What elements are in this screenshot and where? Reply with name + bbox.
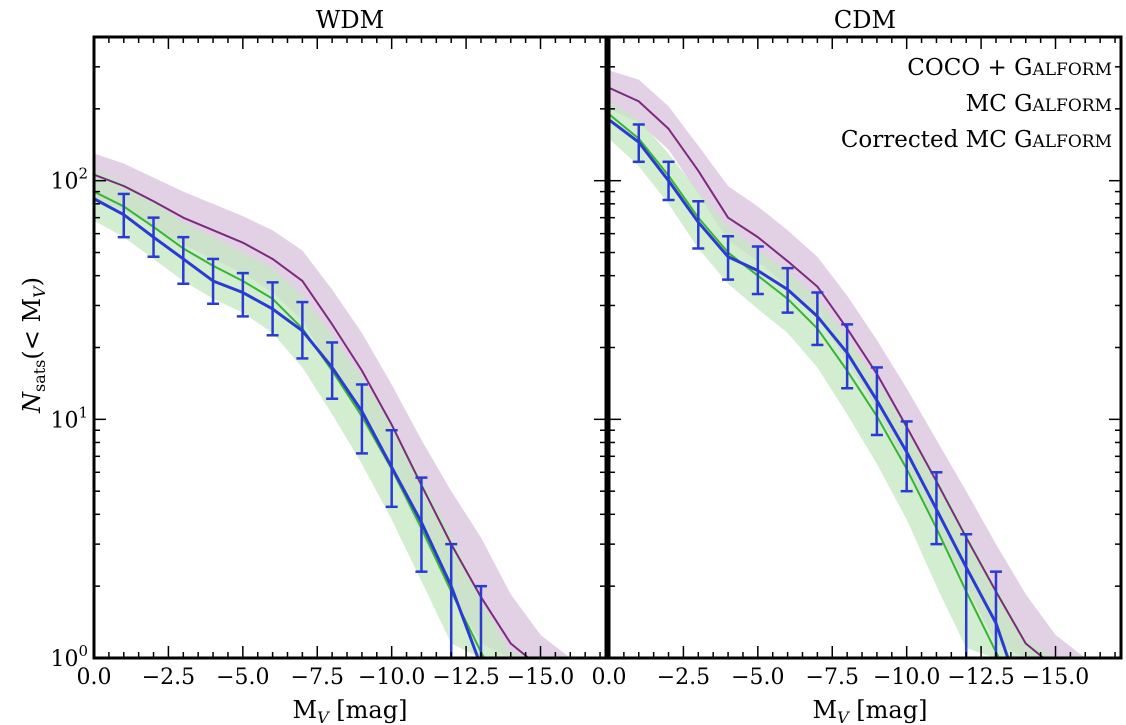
error-bar (117, 192, 130, 239)
panel-title: WDM (316, 6, 384, 34)
x-tick-label: −10.0 (358, 665, 425, 690)
x-tick-label: −2.5 (142, 665, 195, 690)
error-bar (692, 200, 705, 250)
y-axis-label: Nsats(< MV) (18, 277, 49, 414)
legend-entry-coco: COCO + GALFORM (907, 55, 1112, 81)
x-tick-label: −5.0 (216, 665, 269, 690)
x-tick-label: −10.0 (873, 665, 940, 690)
line-coco-galform (94, 197, 480, 658)
error-bar (385, 429, 398, 509)
line-mc-galform (609, 86, 1045, 658)
x-tick-label: −5.0 (731, 665, 784, 690)
error-bar (236, 271, 249, 318)
panel-title: CDM (834, 6, 896, 34)
x-tick-label: −15.0 (1022, 665, 1089, 690)
y-tick-label: 100 (50, 642, 88, 672)
error-bar (147, 216, 160, 259)
x-tick-label: 0.0 (77, 665, 112, 690)
error-bar (415, 476, 428, 573)
panel-cdm: CDM 0.0 −2.5 −5.0 −7.5 −10.0 −12.5 −15.0 (592, 6, 1123, 690)
x-axis-label-left: MV [mag] (293, 696, 408, 725)
error-bar (296, 300, 309, 360)
y-tick-label: 102 (50, 165, 88, 195)
error-bar (900, 420, 913, 493)
band-mc-galform (94, 153, 571, 658)
panel-wdm: WDM 0.0 −2.5 −5.0 −7.5 −10.0 −12.5 −15.0 100 101 1… (50, 6, 608, 690)
error-bar (751, 245, 764, 296)
panels: WDM 0.0 −2.5 −5.0 −7.5 −10.0 −12.5 −15.0 100 101 1… (50, 6, 1123, 690)
plot-area (609, 70, 1086, 658)
error-bar (355, 383, 368, 455)
x-tick-label: −7.5 (806, 665, 859, 690)
error-bar (177, 235, 190, 285)
x-tick-label: −2.5 (657, 665, 710, 690)
line-corrected-mc-galform (94, 190, 485, 658)
error-bar (266, 281, 279, 337)
error-bar (960, 533, 973, 658)
x-tick-label: −7.5 (291, 665, 344, 690)
error-bar (326, 341, 339, 400)
error-bar (930, 471, 943, 546)
axes-frame (607, 35, 1123, 660)
line-corrected-mc-galform (609, 113, 1000, 658)
legend: COCO + GALFORM MC GALFORM Corrected MC G… (841, 55, 1112, 153)
error-bar (722, 235, 735, 281)
line-mc-galform (94, 173, 530, 658)
error-bar (474, 584, 487, 658)
x-tick-label: −12.5 (947, 665, 1014, 690)
legend-entry-corrected: Corrected MC GALFORM (841, 127, 1112, 153)
axes-frame (92, 35, 608, 660)
x-axis-label-right: MV [mag] (813, 696, 928, 725)
x-tick-label: −12.5 (432, 665, 499, 690)
error-bar (841, 323, 854, 390)
x-tick-label: −15.0 (507, 665, 574, 690)
error-bar (781, 266, 794, 314)
error-bar (811, 291, 824, 347)
error-bar (445, 542, 458, 658)
error-bar (207, 257, 220, 306)
error-bar (870, 366, 883, 437)
x-tick-label: 0.0 (592, 665, 627, 690)
y-tick-label: 101 (50, 403, 88, 433)
error-bar (632, 123, 645, 164)
plot-area (94, 153, 571, 658)
error-bar (989, 570, 1002, 658)
band-corrected-mc-galform (609, 101, 1056, 658)
error-bar (662, 160, 675, 202)
legend-entry-mc: MC GALFORM (966, 91, 1112, 117)
